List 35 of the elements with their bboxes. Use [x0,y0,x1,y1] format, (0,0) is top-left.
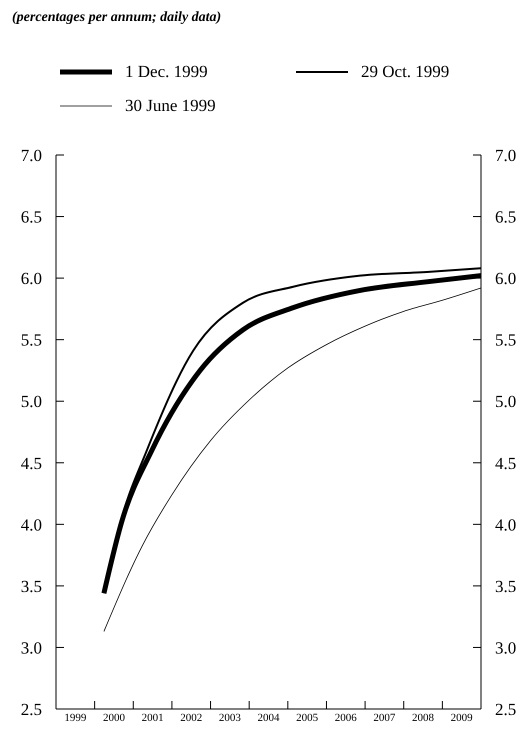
y2-tick-label: 6.5 [495,208,516,227]
x-tick-label: 1999 [64,712,87,724]
x-tick-label: 2000 [102,712,126,724]
y-tick-label: 6.0 [20,269,42,288]
legend-label: 30 June 1999 [125,96,216,116]
x-tick-label: 2002 [180,712,202,724]
y-tick-label: 2.5 [20,700,42,719]
x-tick-label: 2001 [142,712,164,724]
legend-label: 1 Dec. 1999 [125,62,208,82]
y-tick-label: 7.0 [20,146,42,165]
legend-label: 29 Oct. 1999 [361,62,450,82]
y2-tick-label: 4.0 [495,515,516,534]
y2-tick-label: 5.5 [495,330,516,350]
y-tick-label: 5.5 [20,330,42,350]
x-tick-label: 2003 [218,712,242,724]
y2-tick-label: 2.5 [495,700,516,719]
y-tick-label: 4.5 [20,454,42,473]
y2-tick-label: 7.0 [495,146,516,165]
y2-tick-label: 6.0 [495,269,516,288]
y2-tick-label: 4.5 [495,454,516,473]
y-tick-label: 3.5 [20,576,42,596]
y2-tick-label: 5.0 [495,392,516,412]
y-tick-label: 6.5 [20,208,42,227]
x-tick-label: 2009 [450,712,474,724]
x-tick-label: 2005 [296,712,319,724]
x-tick-label: 2006 [334,712,358,724]
x-tick-label: 2008 [412,712,435,724]
y-tick-label: 3.0 [20,638,42,658]
x-tick-label: 2004 [258,712,280,724]
x-tick-label: 2007 [373,712,396,724]
y2-tick-label: 3.5 [495,576,516,596]
y-tick-label: 4.0 [20,515,42,534]
y-tick-label: 5.0 [20,392,42,412]
chart-subtitle: (percentages per annum; daily data) [12,10,222,26]
y2-tick-label: 3.0 [495,638,516,658]
